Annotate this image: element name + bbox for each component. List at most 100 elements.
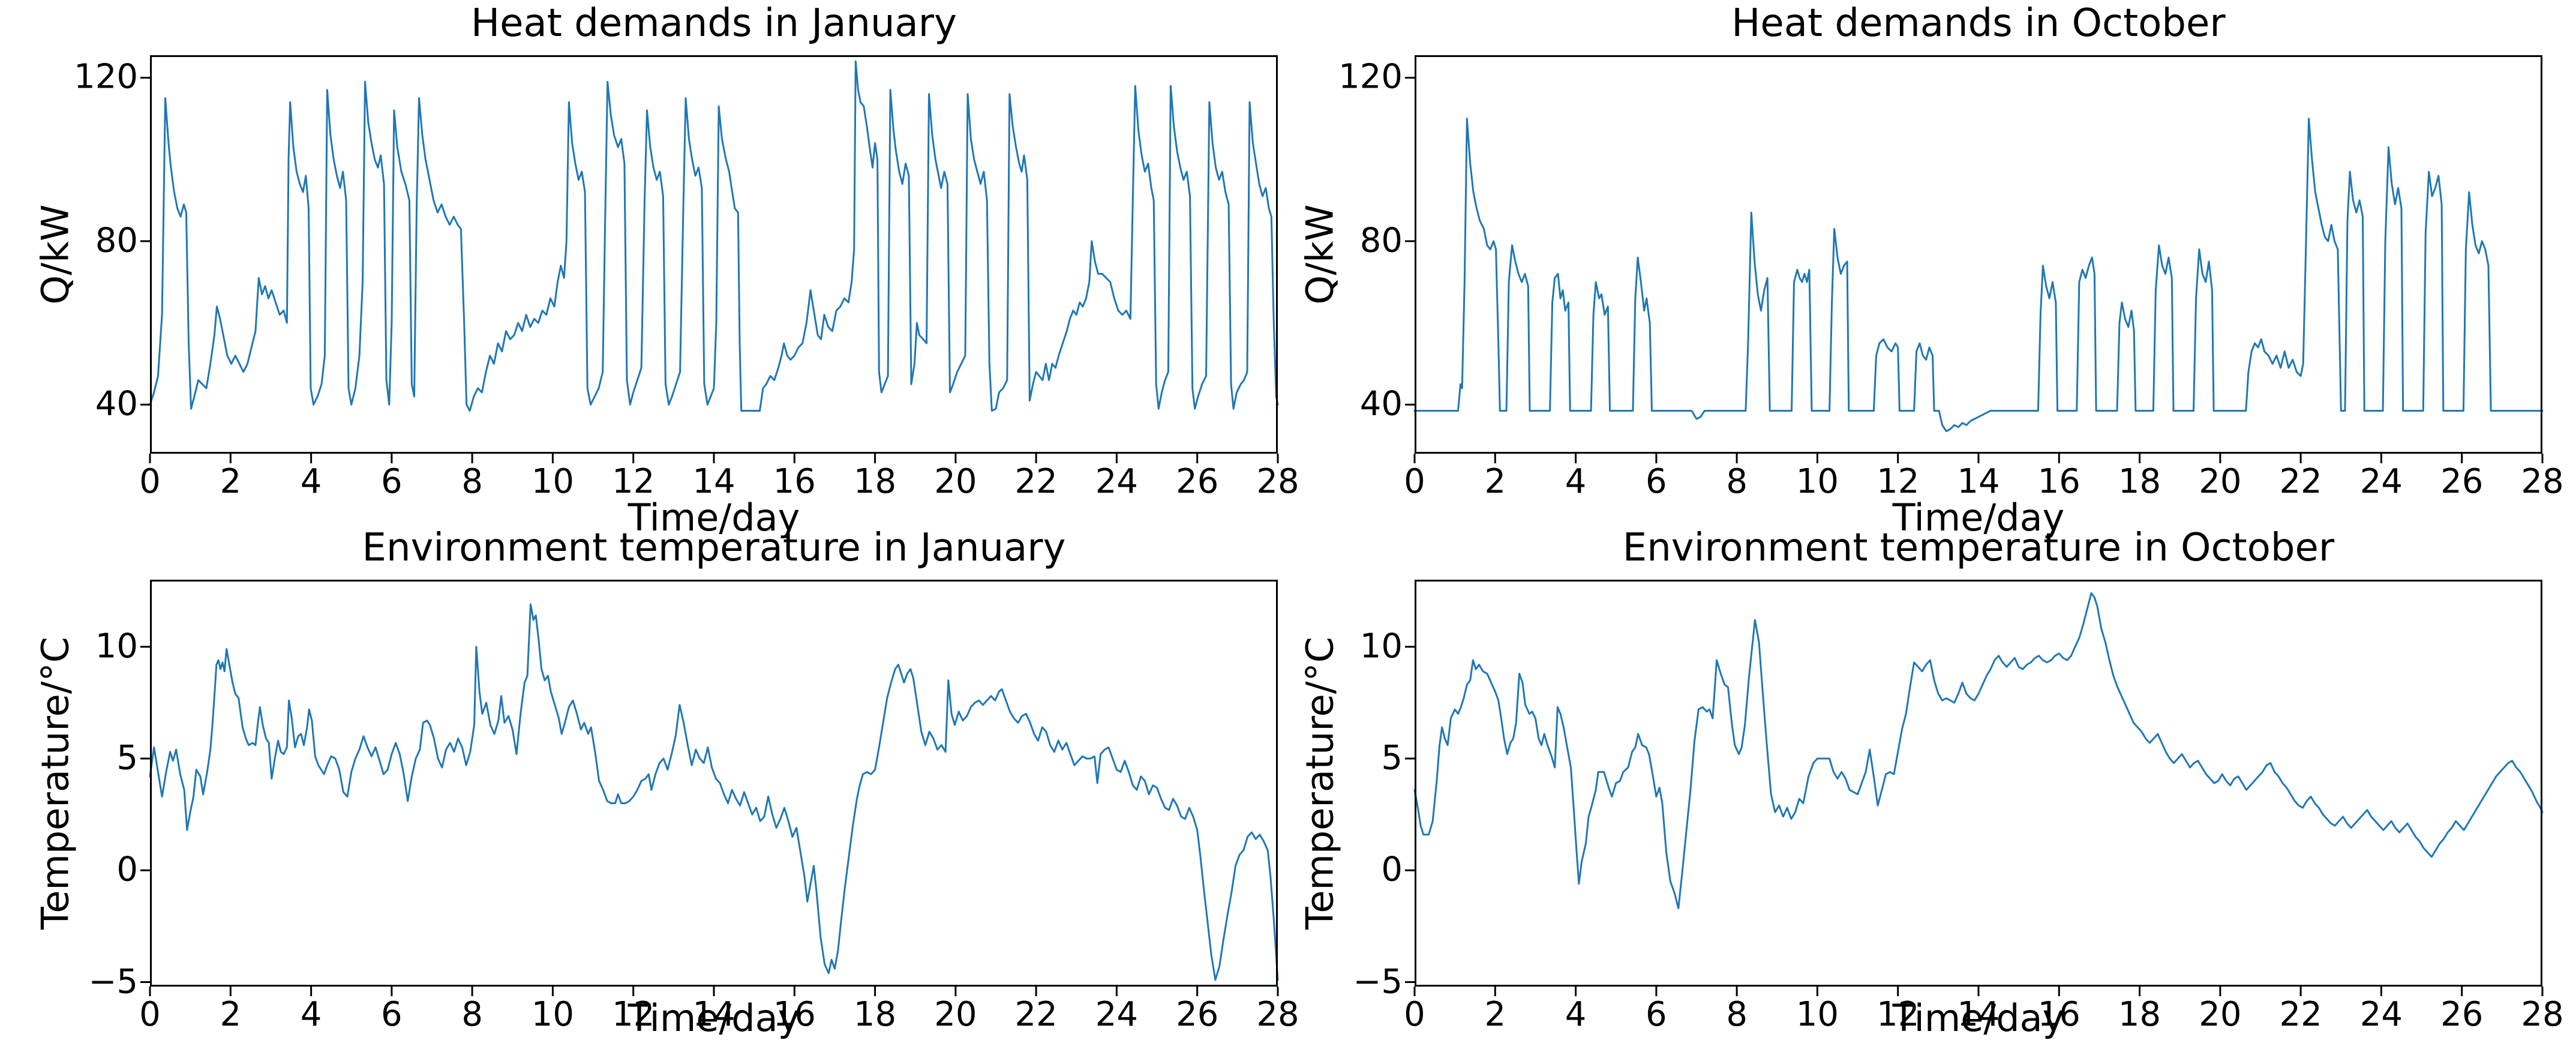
x-tick-label: 24 [2359, 462, 2403, 501]
y-axis-label: Q/kW [33, 204, 77, 305]
x-tick-label: 20 [934, 995, 977, 1034]
chart-title: Environment temperature in January [362, 526, 1066, 570]
series-line-heat-january [149, 60, 1279, 412]
x-tick-label: 6 [1646, 995, 1667, 1034]
x-tick-label: 10 [1796, 462, 1839, 501]
x-tick-label: 0 [139, 462, 161, 501]
x-tick-label: 8 [461, 995, 483, 1034]
x-tick-label: 24 [1095, 462, 1139, 501]
series-line-temperature-january [149, 603, 1279, 981]
x-tick-label: 22 [1014, 995, 1058, 1034]
y-tick-label: −5 [1353, 962, 1403, 1002]
chart-heat-january: Heat demands in January Q/kW Time/day 0 2… [34, 2, 1299, 537]
x-axis-label: Time/day [1892, 996, 2065, 1040]
x-tick-label: 18 [2118, 462, 2161, 501]
x-tick-label: 16 [2037, 995, 2080, 1034]
x-tick-label: 2 [1484, 995, 1506, 1034]
x-tick-label: 12 [612, 995, 655, 1034]
x-axis-label: Time/day [628, 996, 800, 1040]
series-line-heat-october [1413, 118, 2544, 432]
x-tick-label: 28 [2521, 995, 2564, 1034]
y-axis-label: Q/kW [1298, 204, 1342, 305]
x-tick-label: 4 [300, 462, 322, 501]
plot-area [140, 55, 1279, 463]
chart-heat-october: Heat demands in October Q/kW Time/day 0 2… [1298, 2, 2564, 537]
tick-marks [1405, 77, 2544, 463]
y-tick-label: 80 [1359, 221, 1403, 260]
tick-marks [1405, 646, 2544, 996]
x-tick-label: 4 [1565, 995, 1587, 1034]
x-tick-label: 2 [220, 462, 242, 501]
x-tick-label: 24 [1095, 995, 1139, 1034]
x-tick-label: 28 [1256, 462, 1299, 501]
y-tick-label: 120 [74, 58, 138, 97]
x-tick-label: 14 [692, 462, 735, 501]
x-tick-label: 2 [1484, 462, 1506, 501]
x-tick-label: 26 [1176, 995, 1219, 1034]
x-tick-label: 8 [461, 462, 483, 501]
axes-frame [1415, 55, 2542, 454]
y-tick-label: 40 [95, 384, 138, 424]
x-tick-label: 2 [220, 995, 242, 1034]
x-tick-label: 14 [1957, 462, 2000, 501]
x-tick-label: 18 [853, 462, 897, 501]
x-tick-label: 18 [853, 995, 897, 1034]
plot-area [140, 580, 1279, 996]
x-tick-label: 22 [2279, 995, 2322, 1034]
y-tick-label: −5 [88, 962, 138, 1002]
x-tick-label: 26 [2440, 462, 2484, 501]
x-tick-label: 12 [1877, 995, 1920, 1034]
x-axis-label: Time/day [628, 496, 800, 540]
chart-temperature-january: Environment temperature in January Tempe… [34, 527, 1299, 1038]
x-tick-label: 14 [1957, 995, 2000, 1034]
y-tick-label: 10 [95, 627, 138, 666]
y-tick-label: 5 [1381, 738, 1403, 778]
x-tick-label: 12 [1877, 462, 1920, 501]
y-tick-label: 5 [116, 738, 138, 778]
x-tick-label: 10 [1796, 995, 1839, 1034]
x-tick-label: 8 [1726, 995, 1748, 1034]
chart-title: Environment temperature in October [1622, 526, 2335, 570]
x-tick-label: 0 [1404, 462, 1425, 501]
axes-frame [150, 580, 1278, 987]
x-tick-label: 26 [1176, 462, 1219, 501]
x-tick-label: 6 [381, 462, 403, 501]
x-axis-label: Time/day [1892, 496, 2065, 540]
x-tick-label: 16 [2037, 462, 2080, 501]
x-tick-label: 28 [2521, 462, 2564, 501]
y-tick-label: 0 [116, 850, 138, 889]
y-tick-label: 40 [1359, 384, 1403, 424]
y-axis-label: Temperature/°C [1298, 637, 1342, 930]
x-tick-label: 20 [2199, 995, 2242, 1034]
x-tick-label: 14 [692, 995, 735, 1034]
x-tick-label: 24 [2359, 995, 2403, 1034]
y-tick-label: 80 [95, 221, 138, 260]
y-tick-label: 10 [1359, 627, 1403, 666]
axes-frame [1415, 580, 2542, 987]
x-tick-label: 26 [2440, 995, 2484, 1034]
chart-temperature-october: Environment temperature in October Tempe… [1298, 527, 2564, 1038]
x-tick-label: 4 [1565, 462, 1587, 501]
x-tick-label: 10 [531, 995, 575, 1034]
tick-marks [140, 646, 1279, 996]
axes-frame [150, 55, 1278, 454]
series-line-temperature-october [1413, 592, 2544, 910]
x-tick-label: 18 [2118, 995, 2161, 1034]
x-tick-label: 16 [773, 462, 816, 501]
tick-marks [140, 77, 1279, 463]
y-tick-label: 120 [1338, 58, 1403, 97]
chart-title: Heat demands in October [1731, 1, 2226, 46]
x-tick-label: 8 [1726, 462, 1748, 501]
x-tick-label: 22 [1014, 462, 1058, 501]
plot-area [1405, 55, 2544, 463]
chart-title: Heat demands in January [471, 1, 957, 46]
x-tick-label: 28 [1256, 995, 1299, 1034]
plot-area [1405, 580, 2544, 996]
y-tick-label: 0 [1381, 850, 1403, 889]
x-tick-label: 20 [934, 462, 977, 501]
x-tick-label: 16 [773, 995, 816, 1034]
x-tick-label: 20 [2199, 462, 2242, 501]
x-tick-label: 0 [1404, 995, 1425, 1034]
x-tick-label: 6 [381, 995, 403, 1034]
